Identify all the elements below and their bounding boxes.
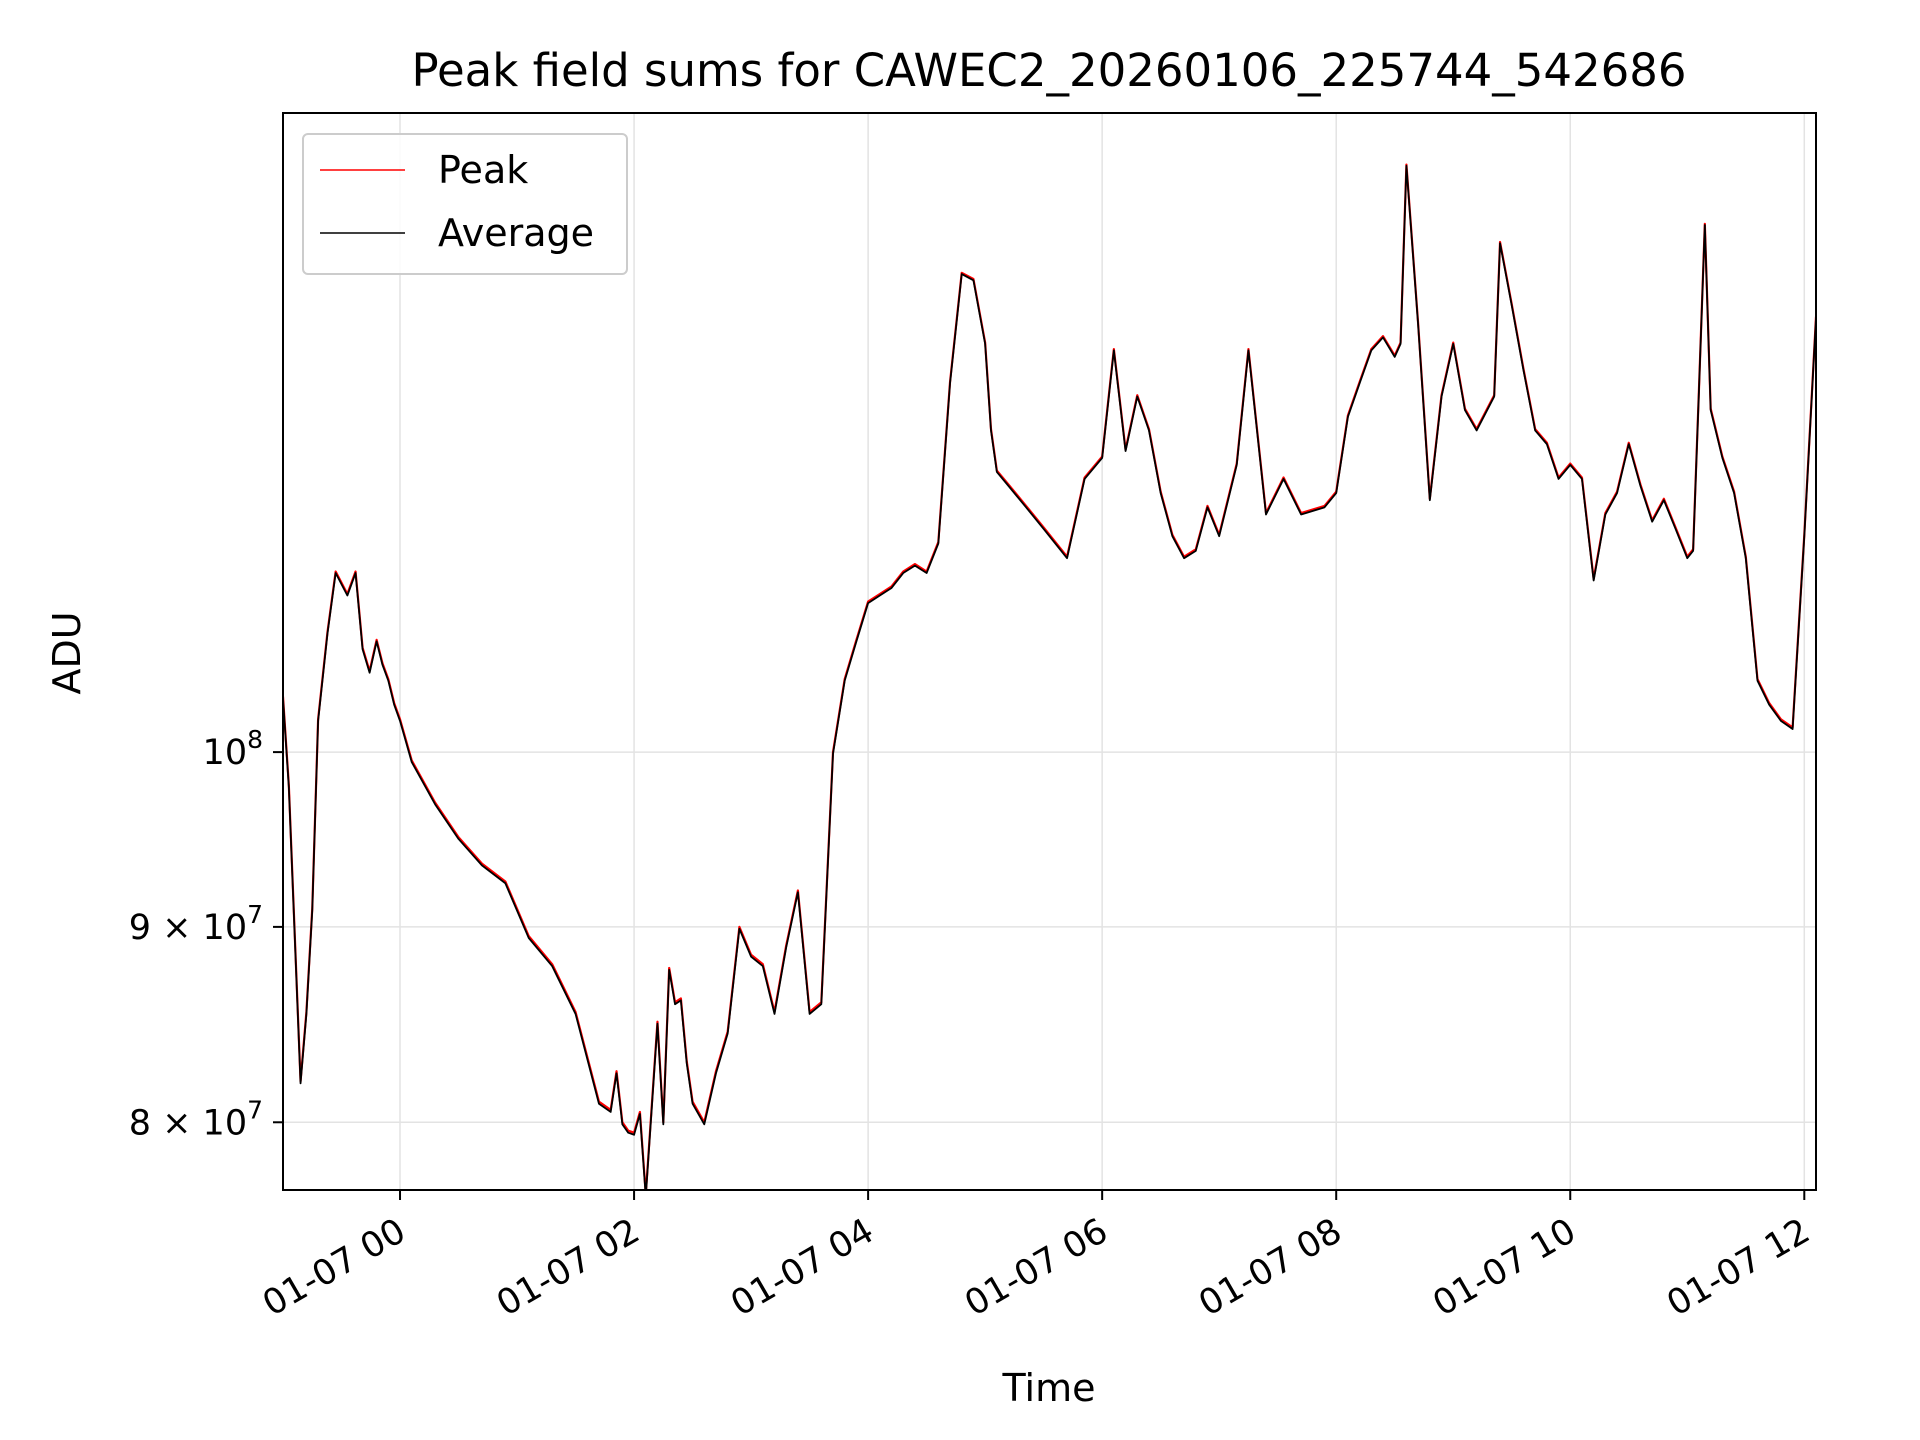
y-axis-label: ADU bbox=[45, 611, 89, 694]
series-line-average bbox=[283, 164, 1816, 1190]
legend-average-label: Average bbox=[438, 211, 594, 255]
x-axis-label: Time bbox=[1002, 1366, 1096, 1410]
plot-frame bbox=[282, 112, 1817, 1191]
legend-peak-label: Peak bbox=[438, 148, 528, 192]
legend: Peak Average bbox=[302, 133, 628, 275]
chart-title: Peak field sums for CAWEC2_20260106_2257… bbox=[411, 44, 1686, 97]
y-tick-label: 108 bbox=[203, 725, 263, 773]
y-axis: 8 × 107 9 × 107 108 bbox=[129, 725, 283, 1143]
y-tick-label: 9 × 107 bbox=[129, 900, 263, 948]
grid-layer bbox=[283, 113, 1816, 1190]
series-layer bbox=[283, 163, 1816, 1190]
y-tick-label: 8 × 107 bbox=[129, 1095, 263, 1143]
legend-box bbox=[302, 133, 628, 275]
